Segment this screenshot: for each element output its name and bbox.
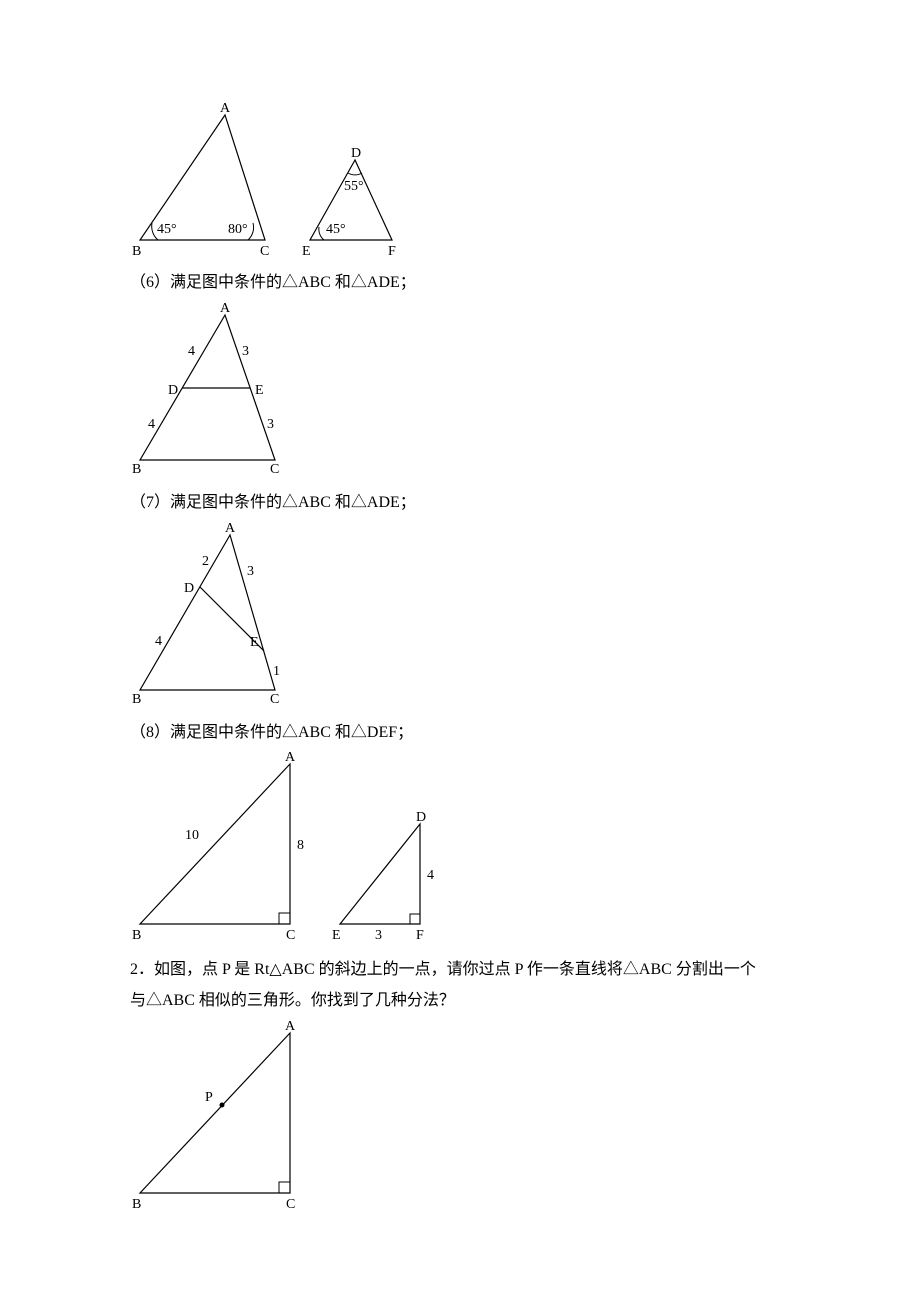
angle-c-arc [248,223,254,240]
page-content: A B C 45° 80° D E F 45° 55° （6）满足图中条件的△A… [0,0,920,1283]
label-c-6: C [270,462,279,477]
label-b-8: B [132,928,141,943]
triangle-def-8 [340,824,420,924]
label-b-7: B [132,692,141,707]
label-f: F [388,244,396,259]
angle-c-label: 80° [228,222,248,237]
label-a: A [220,101,231,116]
label-a-6: A [220,301,231,316]
question-2-line2: 与△ABC 相似的三角形。你找到了几种分法？ [130,987,790,1016]
angle-d-arc [348,173,362,175]
figure-8: A B C 10 8 D E F 3 4 [130,749,790,954]
caption-7: （7）满足图中条件的△ABC 和△ADE； [130,489,790,518]
len-df-8: 4 [427,868,434,883]
label-b-6: B [132,462,141,477]
len-ec-7: 1 [273,664,280,679]
label-d-7: D [184,581,194,596]
right-angle-c-q2 [279,1182,290,1193]
len-db-6: 4 [148,417,155,432]
angle-d-label: 55° [344,179,364,194]
label-d-6: D [168,383,178,398]
figure-6: A B C D E 4 3 4 3 [130,300,790,485]
angle-e-label: 45° [326,222,346,237]
label-e: E [302,244,311,259]
len-ae-7: 3 [247,564,254,579]
figure-6-svg: A B C D E 4 3 4 3 [130,300,330,480]
question-2-line1: 2．如图，点 P 是 Rt△ABC 的斜边上的一点，请你过点 P 作一条直线将△… [130,956,790,985]
label-p-q2: P [205,1090,213,1105]
figure-7: A B C D E 2 3 4 1 [130,520,790,715]
figure-q2: A B C P [130,1018,790,1223]
len-ad-6: 4 [188,344,195,359]
label-e-8: E [332,928,341,943]
label-e-6: E [255,383,264,398]
figure-7-svg: A B C D E 2 3 4 1 [130,520,330,710]
label-e-7: E [250,635,259,650]
triangle-abc-q2 [140,1033,290,1193]
figure-5-svg: A B C 45° 80° D E F 45° 55° [130,100,430,260]
len-ae-6: 3 [242,344,249,359]
label-d: D [351,146,361,161]
label-c-7: C [270,692,279,707]
caption-8: （8）满足图中条件的△ABC 和△DEF； [130,719,790,748]
triangle-def [310,160,392,240]
figure-8-svg: A B C 10 8 D E F 3 4 [130,749,470,949]
caption-6: （6）满足图中条件的△ABC 和△ADE； [130,269,790,298]
label-c: C [260,244,269,259]
label-a-7: A [225,521,236,536]
label-b: B [132,244,141,259]
label-a-8: A [285,750,296,765]
figure-q2-svg: A B C P [130,1018,340,1218]
len-ac-8: 8 [297,838,304,853]
len-ec-6: 3 [267,417,274,432]
len-ad-7: 2 [202,554,209,569]
label-a-q2: A [285,1019,296,1034]
figure-5: A B C 45° 80° D E F 45° 55° [130,100,790,265]
label-f-8: F [416,928,424,943]
label-d-8: D [416,810,426,825]
len-db-7: 4 [155,634,162,649]
len-ab-8: 10 [185,828,199,843]
label-c-8: C [286,928,295,943]
angle-b-label: 45° [157,222,177,237]
right-angle-c-8 [279,913,290,924]
triangle-abc-8 [140,764,290,924]
angle-e-arc [319,227,324,240]
label-b-q2: B [132,1197,141,1212]
point-p [220,1102,225,1107]
label-c-q2: C [286,1197,295,1212]
len-ef-8: 3 [375,928,382,943]
right-angle-f-8 [410,914,420,924]
